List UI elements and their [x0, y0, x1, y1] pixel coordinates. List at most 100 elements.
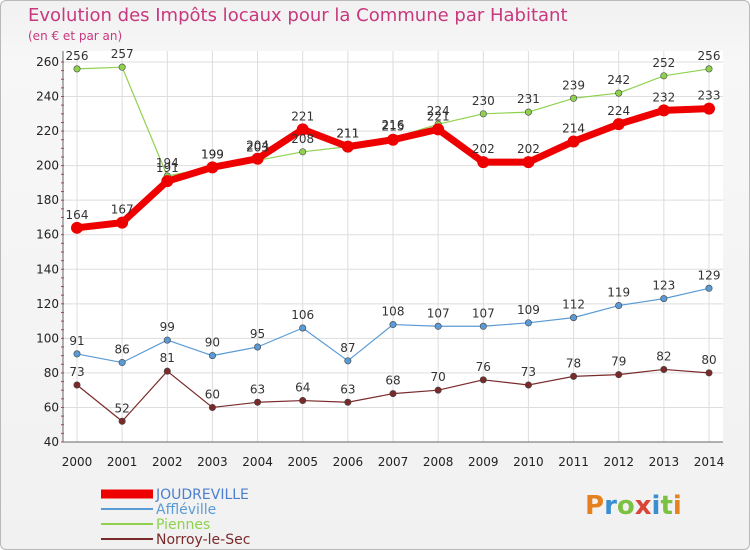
data-label: 60	[205, 387, 220, 401]
logo-letter: i	[651, 491, 661, 521]
data-point	[389, 321, 397, 329]
data-label: 64	[295, 381, 310, 395]
data-label: 256	[698, 49, 721, 63]
data-label: 108	[382, 305, 405, 319]
data-point	[206, 161, 219, 174]
data-point	[570, 314, 578, 322]
data-point	[570, 94, 578, 102]
y-tick-label: 180	[36, 193, 59, 207]
proxiti-logo: Proxiti	[585, 491, 682, 521]
logo-letter: r	[604, 491, 617, 521]
data-label: 257	[111, 47, 134, 61]
data-label: 63	[250, 382, 265, 396]
data-label: 90	[205, 336, 220, 350]
data-label: 214	[562, 121, 585, 135]
y-tick-label: 100	[36, 331, 59, 345]
data-label: 95	[250, 327, 265, 341]
data-label: 202	[517, 142, 540, 156]
data-point	[522, 156, 535, 169]
data-point	[479, 110, 487, 118]
data-point	[660, 72, 668, 80]
data-label: 107	[472, 306, 495, 320]
x-tick-label: 2000	[62, 455, 93, 469]
data-point	[660, 295, 668, 303]
data-point	[524, 319, 532, 327]
y-tick-label: 80	[44, 366, 59, 380]
data-label: 204	[246, 139, 269, 153]
y-tick-label: 160	[36, 228, 59, 242]
y-tick-label: 60	[44, 400, 59, 414]
logo-letter: i	[672, 491, 682, 521]
data-point	[615, 371, 623, 379]
data-point	[116, 216, 129, 229]
data-label: 199	[201, 147, 224, 161]
data-label: 211	[336, 127, 359, 141]
x-tick-label: 2014	[694, 455, 725, 469]
data-point	[344, 398, 352, 406]
data-point	[705, 65, 713, 73]
x-tick-label: 2007	[378, 455, 409, 469]
x-tick-label: 2012	[603, 455, 634, 469]
data-point	[208, 352, 216, 360]
data-label: 78	[566, 356, 581, 370]
y-tick-label: 240	[36, 90, 59, 104]
legend-item: Affléville	[156, 502, 216, 518]
data-point	[570, 372, 578, 380]
data-point	[703, 102, 715, 115]
data-point	[477, 156, 490, 169]
data-point	[660, 365, 668, 373]
data-label: 52	[115, 401, 130, 415]
x-tick-label: 2004	[242, 455, 273, 469]
data-label: 203	[246, 140, 269, 154]
chart-subtitle: (en € et par an)	[28, 29, 123, 43]
data-label: 233	[698, 89, 721, 103]
data-point	[705, 284, 713, 292]
x-tick-label: 2009	[468, 455, 499, 469]
data-point	[615, 89, 623, 97]
chart-title: Evolution des Impôts locaux pour la Comm…	[28, 5, 568, 26]
data-label: 99	[160, 320, 175, 334]
data-point	[71, 221, 83, 234]
data-label: 87	[340, 341, 355, 355]
data-label: 164	[66, 208, 89, 222]
data-label: 81	[160, 351, 175, 365]
logo-letter: P	[585, 491, 605, 521]
data-point	[705, 369, 713, 377]
data-label: 230	[472, 94, 495, 108]
data-point	[479, 376, 487, 384]
data-point	[344, 357, 352, 365]
data-point	[341, 140, 354, 153]
x-tick-label: 2013	[649, 455, 680, 469]
data-point	[118, 359, 126, 367]
data-label: 231	[517, 92, 540, 106]
data-label: 82	[656, 349, 671, 363]
data-point	[479, 322, 487, 330]
data-point	[296, 123, 309, 136]
data-point	[387, 133, 399, 146]
data-label: 199	[201, 147, 224, 161]
data-point	[254, 343, 262, 351]
data-label: 202	[472, 142, 495, 156]
y-tick-label: 140	[36, 262, 59, 276]
data-label: 73	[69, 365, 84, 379]
data-point	[524, 381, 532, 389]
data-label: 70	[431, 370, 446, 384]
data-label: 215	[382, 120, 405, 134]
data-point	[118, 417, 126, 425]
data-point	[163, 367, 171, 375]
data-point	[73, 350, 81, 358]
data-label: 123	[652, 279, 675, 293]
x-tick-label: 2008	[423, 455, 454, 469]
data-point	[163, 336, 171, 344]
data-label: 239	[562, 78, 585, 92]
x-tick-label: 2005	[287, 455, 318, 469]
data-label: 86	[115, 343, 130, 357]
data-point	[254, 398, 262, 406]
y-tick-label: 200	[36, 159, 59, 173]
data-point	[118, 63, 126, 71]
data-label: 211	[336, 127, 359, 141]
logo-letter: o	[616, 491, 635, 521]
data-point	[434, 322, 442, 330]
